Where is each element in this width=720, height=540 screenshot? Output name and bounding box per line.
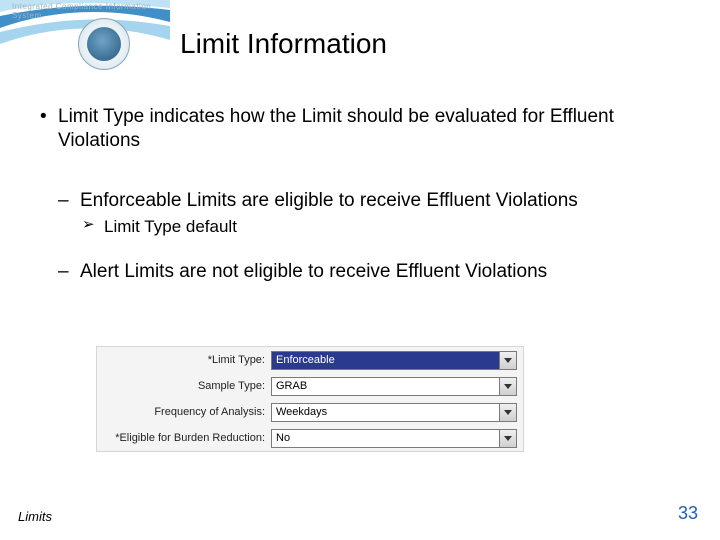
select-limit-type-value: Enforceable [272,352,499,369]
select-sample-type-value: GRAB [272,378,499,395]
seal-inner-icon [87,27,121,61]
agency-seal-icon [78,18,130,70]
form-row-burden: *Eligible for Burden Reduction: No [97,425,523,451]
bullet-sub1a: Limit Type default [80,216,684,237]
select-frequency-value: Weekdays [272,404,499,421]
page-number: 33 [678,503,698,524]
chevron-down-icon [504,410,512,415]
header-graphic: Integrated Compliance Information System [0,0,170,80]
label-burden: *Eligible for Burden Reduction: [97,432,271,444]
header-watermark: Integrated Compliance Information System [12,2,170,20]
select-frequency[interactable]: Weekdays [271,403,517,422]
bullet-sub1: Enforceable Limits are eligible to recei… [58,189,684,238]
bullet-sub2-text: Alert Limits are not eligible to receive… [80,261,547,282]
select-limit-type[interactable]: Enforceable [271,351,517,370]
bullet-main: Limit Type indicates how the Limit shoul… [36,105,684,283]
select-burden-value: No [272,430,499,447]
chevron-down-icon [504,358,512,363]
bullet-main-text: Limit Type indicates how the Limit shoul… [58,106,614,151]
select-sample-type-button[interactable] [499,378,516,395]
form-row-sample-type: Sample Type: GRAB [97,373,523,399]
footer-section-label: Limits [18,509,52,524]
form-panel: *Limit Type: Enforceable Sample Type: GR… [96,346,524,452]
bullet-sub1-text: Enforceable Limits are eligible to recei… [80,190,578,211]
select-burden-button[interactable] [499,430,516,447]
select-sample-type[interactable]: GRAB [271,377,517,396]
bullet-sub2: Alert Limits are not eligible to receive… [58,260,684,284]
label-sample-type: Sample Type: [97,380,271,392]
select-burden[interactable]: No [271,429,517,448]
form-row-frequency: Frequency of Analysis: Weekdays [97,399,523,425]
chevron-down-icon [504,436,512,441]
form-row-limit-type: *Limit Type: Enforceable [97,347,523,373]
label-frequency: Frequency of Analysis: [97,406,271,418]
select-frequency-button[interactable] [499,404,516,421]
slide: Integrated Compliance Information System… [0,0,720,540]
body-content: Limit Type indicates how the Limit shoul… [36,105,684,305]
page-title: Limit Information [180,28,387,60]
label-limit-type: *Limit Type: [97,354,271,366]
bullet-sub1a-text: Limit Type default [104,217,237,236]
chevron-down-icon [504,384,512,389]
select-limit-type-button[interactable] [499,352,516,369]
